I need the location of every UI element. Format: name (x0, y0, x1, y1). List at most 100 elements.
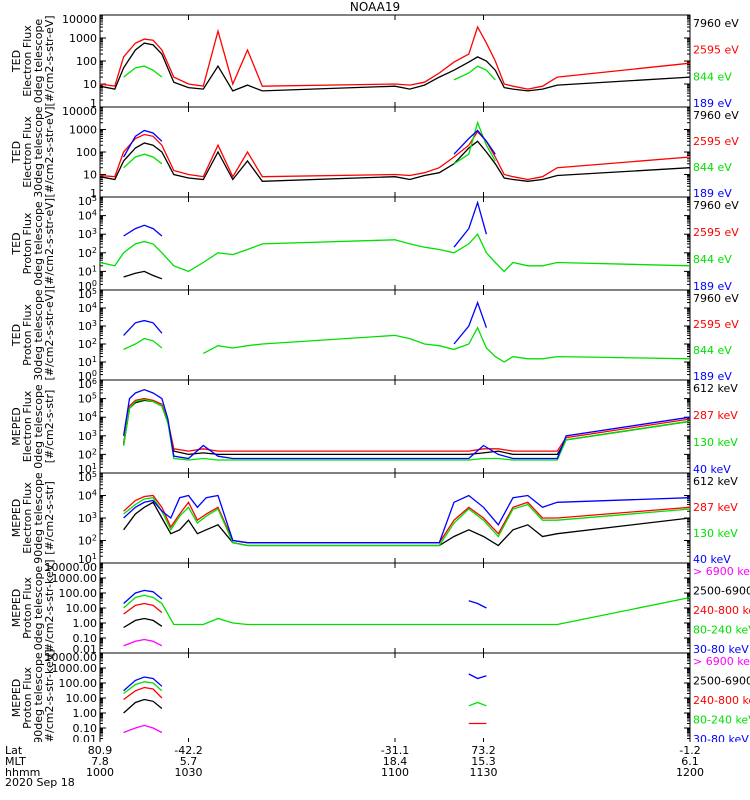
series-line-2 (124, 700, 690, 714)
y-tick-label: 0.01 (73, 643, 98, 656)
legend-entry: 2595 eV (693, 135, 739, 148)
y-tick-label: 105 (78, 194, 97, 208)
y-tick-label: 101 (78, 264, 97, 278)
y-tick-label: 102 (78, 337, 97, 351)
legend-entry: 130 keV (693, 527, 738, 540)
series-line-3 (123, 65, 496, 81)
y-axis-label: MEPEDProton Flux90deg telescope[#/cm2-s-… (10, 649, 56, 742)
y-tick-label: 100 (76, 55, 97, 68)
y-tick-label: 100 (78, 369, 97, 383)
x-tick-label: -1.2 (679, 744, 701, 757)
series-line-4 (123, 129, 496, 158)
row-label-mlt: MLT (5, 755, 26, 768)
y-tick-label: 103 (78, 319, 97, 333)
y-tick-label: 0.10 (73, 632, 98, 645)
y-tick-label: 100 (76, 146, 97, 159)
row-label-hhmm: hhmm (5, 766, 41, 779)
legend-entry: 40 keV (693, 553, 731, 566)
series-line-3 (123, 326, 691, 363)
y-tick-label: 1.00 (73, 617, 98, 630)
x-tick-label: 80.9 (87, 744, 113, 757)
series-line-2 (99, 130, 691, 181)
x-tick-label: 1200 (676, 766, 704, 779)
plot-frame (99, 562, 691, 654)
series-line-1 (123, 270, 163, 280)
y-tick-label: 10.00 (66, 692, 98, 705)
series-line-4 (123, 594, 691, 626)
series-line-3 (122, 398, 691, 461)
y-tick-label: 104 (78, 489, 97, 503)
series-line-3 (124, 688, 690, 724)
x-tick-label: 73.2 (471, 744, 496, 757)
x-tick-label: 7.8 (91, 755, 109, 768)
x-tick-label: 1100 (381, 766, 409, 779)
legend-entry: 30-80 keV (693, 643, 749, 656)
y-tick-label: 0.10 (73, 722, 98, 735)
y-axis-label: TEDProton Flux0deg telescope[#/cm2-s-str… (10, 198, 56, 289)
stacked-plot-panels: 1 10 100 1000 10000 TEDElectron Flux0deg tele… (10, 13, 750, 742)
y-axis-label: TEDElectron Flux30deg telescope[#/cm2-s-… (10, 106, 56, 198)
legend-entry: 189 eV (693, 370, 732, 383)
legend-entry: 7960 eV (693, 17, 739, 30)
series-line-4 (124, 682, 690, 706)
plot-frame (99, 14, 691, 108)
x-tick-label: 6.1 (681, 755, 699, 768)
y-axis-label: MEPEDElectron Flux90deg telescope[#/cm2-… (10, 472, 56, 564)
y-tick-label: 101 (78, 552, 97, 566)
legend-entry: 844 eV (693, 70, 732, 83)
y-tick-label: 1 (90, 97, 97, 110)
y-tick-label: 1 (90, 187, 97, 200)
y-tick-label: 100.00 (59, 587, 98, 600)
panel-1: 1 10 100 1000 10000 TEDElectron Flux0deg tele… (10, 13, 739, 110)
y-tick-label: 103 (78, 429, 97, 443)
series-line-2 (99, 25, 691, 90)
series-line-3 (123, 496, 691, 547)
panel-2: 1 10 100 1000 10000 TEDElectron Flux30deg tel… (10, 105, 739, 200)
y-axis-label: MEPEDElectron Flux0deg telescope[#/cm2-s… (10, 384, 56, 469)
legend-entry: 189 eV (693, 187, 732, 200)
legend-entry: 7960 eV (693, 199, 739, 212)
series-line-1 (123, 501, 691, 547)
row-label-lat: Lat (5, 744, 23, 757)
legend-entry: 130 keV (693, 436, 738, 449)
plot-frame (99, 196, 691, 291)
y-axis-label: TEDElectron Flux0deg telescope[#/cm2-s-s… (10, 15, 56, 106)
y-tick-label: 1000 (69, 32, 97, 45)
y-tick-label: 10.00 (66, 602, 98, 615)
y-tick-label: 105 (78, 470, 97, 484)
x-axis-footer: Lat MLT hhmm 2020 Sep 18 80.9 -42.2 -31.1 7… (0, 742, 750, 800)
series-line-5 (124, 674, 690, 691)
y-tick-label: 106 (78, 377, 97, 391)
series-line-1 (124, 640, 690, 646)
x-tick-label: 1000 (86, 766, 114, 779)
x-tick-label: 18.4 (382, 755, 408, 768)
y-tick-label: 102 (78, 447, 97, 461)
series-line-2 (123, 494, 691, 544)
legend-entry: 844 eV (693, 344, 732, 357)
y-tick-label: 1000.00 (52, 662, 98, 675)
legend-entry: 80-240 keV (693, 714, 750, 727)
y-tick-label: 10000.00 (45, 561, 98, 574)
legend-entry: 7960 eV (693, 109, 739, 122)
x-tick-label: 1130 (469, 766, 498, 779)
legend-entry: 287 keV (693, 501, 738, 514)
legend-entry: > 6900 keV (693, 565, 750, 578)
legend-entry: 287 keV (693, 409, 738, 422)
y-tick-label: 101 (78, 462, 97, 476)
y-tick-label: 10000 (62, 13, 97, 26)
x-tick-label: -31.1 (380, 744, 410, 757)
series-line-3 (124, 604, 690, 615)
y-tick-label: 105 (78, 392, 97, 406)
y-tick-label: 100.00 (59, 677, 98, 690)
x-tick-label: -42.2 (174, 744, 203, 757)
plot-frame (99, 472, 691, 564)
y-tick-label: 103 (78, 511, 97, 525)
y-tick-label: 100 (78, 279, 97, 293)
series-line-1 (99, 42, 691, 92)
series-line-1 (124, 725, 690, 732)
legend-entry: 844 eV (693, 253, 732, 266)
series-line-4 (122, 389, 691, 460)
y-axis-label: MEPEDProton Flux0deg telescope[#/cm2-s-s… (10, 559, 56, 656)
